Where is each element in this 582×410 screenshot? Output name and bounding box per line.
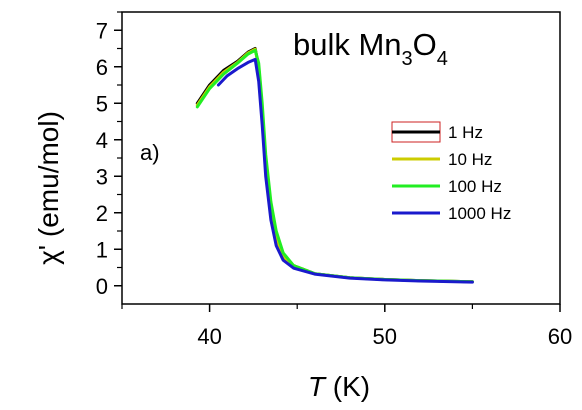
series-line — [216, 57, 474, 284]
x-tick-label: 50 — [373, 324, 397, 349]
legend-label: 1000 Hz — [448, 204, 511, 223]
y-tick-label: 7 — [96, 18, 108, 43]
y-tick-label: 4 — [96, 128, 108, 153]
legend: 1 Hz 10 Hz 100 Hz 1000 Hz — [391, 121, 511, 223]
series-line — [195, 47, 474, 284]
x-axis-title: T (K) — [308, 371, 370, 402]
data-curves — [195, 47, 474, 284]
y-tick-label: 1 — [96, 237, 108, 262]
y-tick-label: 6 — [96, 55, 108, 80]
series-line — [195, 48, 474, 284]
x-tick-label: 60 — [548, 324, 572, 349]
axis-tick-labels: 40 50 60 0 1 2 3 4 5 6 7 — [96, 18, 572, 349]
y-tick-label: 0 — [96, 274, 108, 299]
legend-label: 1 Hz — [448, 123, 483, 142]
chart-title: bulk Mn3O4 — [293, 27, 448, 70]
y-axis-title: χ' (emu/mol) — [33, 111, 64, 265]
series-line — [195, 47, 474, 284]
legend-label: 10 Hz — [448, 150, 492, 169]
y-tick-label: 3 — [96, 164, 108, 189]
x-tick-label: 40 — [197, 324, 221, 349]
panel-annotation: a) — [140, 140, 160, 165]
axis-ticks — [114, 11, 561, 312]
y-tick-label: 2 — [96, 201, 108, 226]
legend-label: 100 Hz — [448, 177, 502, 196]
y-tick-label: 5 — [96, 91, 108, 116]
